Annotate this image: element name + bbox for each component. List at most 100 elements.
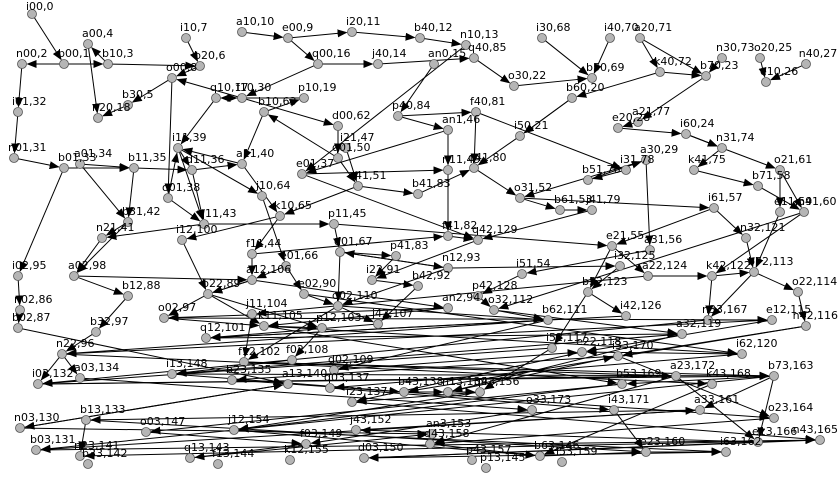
node-label: b53,169	[616, 367, 661, 380]
graph-edge	[356, 31, 416, 41]
node-label: b11,35	[128, 151, 166, 164]
graph-node	[717, 53, 727, 63]
node-label: b52,123	[582, 275, 627, 288]
graph-edge	[334, 256, 343, 302]
graph-edge	[246, 65, 315, 97]
graph-edge	[150, 431, 302, 447]
node-label: n03,130	[14, 411, 59, 424]
graph-edge	[526, 250, 646, 276]
node-label: n32,121	[740, 221, 785, 234]
graph-node	[537, 33, 547, 43]
node-label: an1,46	[442, 113, 480, 126]
node-label: j10,64	[255, 179, 291, 192]
graph-edge	[400, 67, 432, 113]
graph-edge	[716, 269, 750, 278]
graph-node	[469, 53, 479, 63]
graph-node	[557, 457, 567, 467]
graph-edge	[593, 41, 609, 74]
graph-edge	[641, 41, 658, 69]
node-label: p40,84	[392, 99, 430, 112]
node-label: b22,89	[202, 277, 240, 290]
graph-edge	[131, 79, 169, 103]
graph-edge	[246, 98, 334, 126]
graph-node	[471, 107, 481, 117]
graph-edge	[254, 219, 278, 251]
node-label: e02,90	[298, 277, 336, 290]
graph-node	[353, 181, 363, 191]
graph-node	[617, 379, 627, 389]
node-label: i42,126	[620, 299, 662, 312]
node-label: i02,95	[12, 259, 47, 272]
node-label: b73,163	[768, 359, 813, 372]
graph-edge	[246, 32, 284, 41]
graph-edge	[268, 99, 300, 111]
node-label: i23,137	[346, 385, 388, 398]
node-label: e12,115	[766, 303, 811, 316]
graph-edge	[452, 262, 616, 271]
node-label: b02,87	[12, 311, 50, 324]
graph-edge	[91, 47, 106, 62]
graph-node	[443, 263, 453, 273]
graph-edge	[98, 299, 126, 329]
node-label: b71,58	[752, 169, 790, 182]
graph-edge	[138, 165, 188, 174]
node-label: p12,103	[316, 311, 361, 324]
node-label: i32,125	[614, 249, 656, 262]
graph-edge	[176, 78, 238, 98]
node-label: e22,118	[576, 335, 621, 348]
graph-node	[429, 59, 439, 69]
graph-node	[615, 261, 625, 271]
graph-node	[701, 71, 711, 81]
graph-node	[237, 93, 247, 103]
graph-edge	[42, 372, 770, 385]
node-label: o31,52	[514, 181, 552, 194]
node-label: n12,93	[442, 251, 480, 264]
graph-node	[203, 289, 213, 299]
node-label: e11,59	[774, 195, 812, 208]
graph-edge	[402, 116, 444, 130]
graph-node	[287, 355, 297, 365]
graph-edge	[65, 334, 93, 352]
graph-edge	[178, 152, 204, 220]
node-label: b12,88	[122, 279, 160, 292]
graph-node	[185, 453, 195, 463]
node-label: e01,66	[280, 249, 318, 262]
node-label: b30,5	[122, 88, 153, 101]
graph-node	[247, 309, 257, 319]
graph-node	[567, 93, 577, 103]
graph-node	[317, 323, 327, 333]
graph-edge	[77, 224, 126, 273]
graph-edge	[176, 67, 197, 77]
graph-node	[413, 189, 423, 199]
node-label: p41,83	[390, 239, 428, 252]
graph-edge	[308, 295, 334, 305]
graph-edge	[210, 319, 544, 342]
graph-edge	[167, 295, 205, 316]
node-label: i03,132	[32, 367, 74, 380]
node-label: p11,45	[328, 207, 366, 220]
node-label: e01,37	[296, 157, 334, 170]
node-label: f02,108	[286, 343, 328, 356]
node-label: e23,160	[640, 435, 685, 448]
graph-node	[655, 67, 665, 77]
node-label: a33,161	[694, 393, 739, 406]
graph-edge	[545, 40, 589, 76]
graph-edge	[308, 294, 738, 356]
graph-node	[721, 447, 731, 457]
node-label: i00,0	[26, 0, 54, 13]
graph-edge	[524, 197, 710, 212]
graph-edge	[284, 187, 354, 215]
node-label: o01,38	[162, 181, 200, 194]
graph-edge	[238, 384, 618, 433]
graph-node	[695, 405, 705, 415]
node-label: p10,19	[298, 81, 336, 94]
node-label: b42,92	[412, 269, 450, 282]
graph-node	[59, 59, 69, 69]
graph-node	[583, 287, 593, 297]
graph-node	[123, 291, 133, 301]
graph-node	[259, 321, 269, 331]
graph-node	[211, 93, 221, 103]
graph-node	[123, 100, 133, 110]
graph-edge	[679, 378, 755, 440]
graph-edge	[592, 160, 642, 180]
